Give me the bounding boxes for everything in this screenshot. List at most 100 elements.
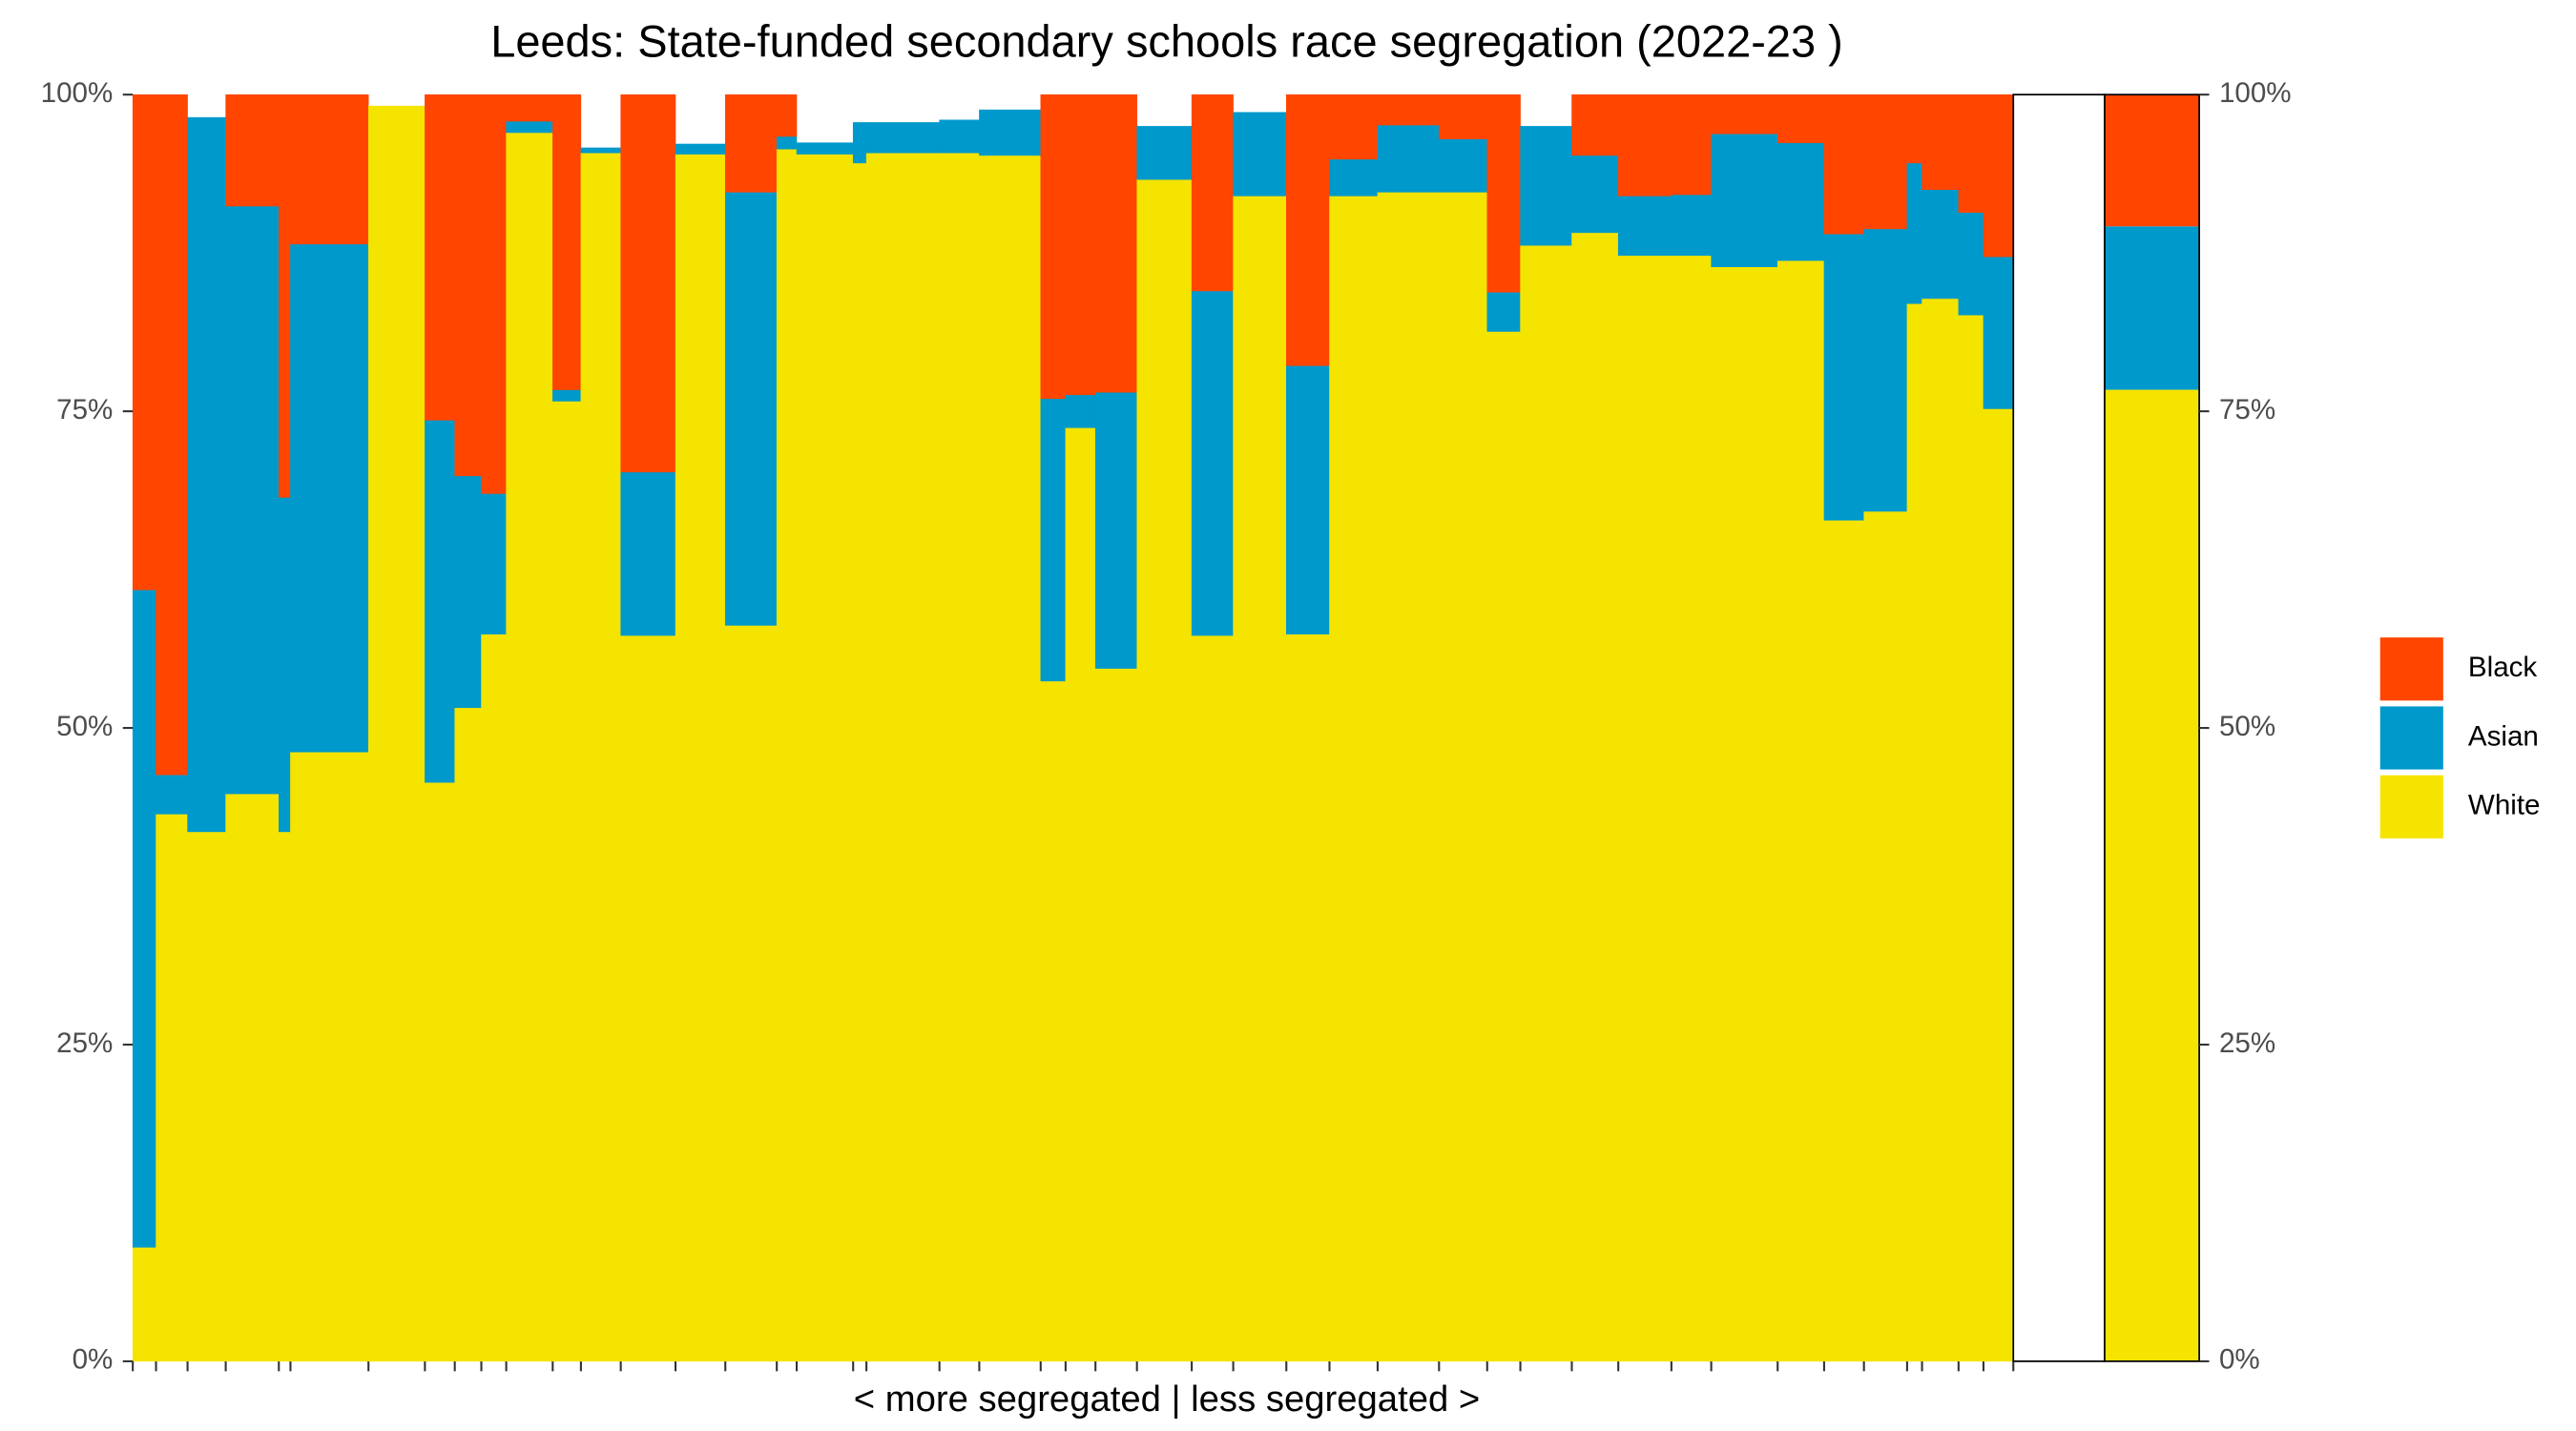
bar-segment bbox=[1958, 314, 1984, 1362]
bar-segment bbox=[1377, 93, 1440, 126]
legend-label: Black bbox=[2468, 652, 2537, 683]
bar-segment bbox=[1711, 93, 1778, 135]
bar-segment bbox=[225, 793, 280, 1362]
bar-segment bbox=[580, 153, 621, 1362]
bar-segment bbox=[506, 120, 553, 134]
bar-segment bbox=[1377, 192, 1440, 1362]
bar-segment bbox=[1040, 398, 1067, 682]
bar-segment bbox=[1671, 194, 1712, 257]
bar-segment bbox=[580, 147, 621, 154]
bar-segment bbox=[156, 774, 188, 815]
bar-segment bbox=[1377, 124, 1440, 193]
bar-segment bbox=[454, 707, 482, 1362]
y-tick-label: 0% bbox=[73, 1344, 114, 1376]
bar-segment bbox=[1823, 93, 1864, 235]
bar-segment bbox=[156, 93, 188, 776]
bar-segment bbox=[552, 389, 582, 402]
bar-segment bbox=[290, 752, 369, 1362]
legend-label: Asian bbox=[2468, 720, 2539, 752]
bar-segment bbox=[776, 149, 798, 1362]
gap-panel bbox=[2012, 93, 2106, 1362]
bar-segment bbox=[1906, 162, 1922, 304]
bar-segment bbox=[367, 105, 426, 1362]
bar-segment bbox=[1617, 255, 1672, 1362]
bar-segment bbox=[1040, 93, 1067, 400]
bar-segment bbox=[1983, 93, 2014, 258]
y2-tick-label: 50% bbox=[2219, 711, 2275, 742]
bar-segment bbox=[1958, 93, 1984, 213]
bar-segment bbox=[1671, 255, 1712, 1362]
bar-segment bbox=[1922, 189, 1960, 300]
bar-segment bbox=[506, 93, 553, 122]
bar-segment bbox=[724, 93, 778, 193]
bar-segment bbox=[187, 116, 226, 833]
bar-segment bbox=[290, 243, 369, 753]
bar-segment bbox=[724, 625, 778, 1362]
bar-segment bbox=[187, 831, 226, 1362]
bar-segment bbox=[1191, 290, 1234, 636]
bar-segment bbox=[796, 154, 854, 1362]
chart-title: Leeds: State-funded secondary schools ra… bbox=[490, 15, 1843, 66]
bar-segment bbox=[425, 781, 455, 1362]
bar-segment bbox=[1285, 365, 1330, 635]
bar-segment bbox=[1040, 680, 1067, 1362]
bar-segment bbox=[481, 633, 507, 1362]
bar-segment bbox=[1863, 510, 1908, 1362]
overall-segment bbox=[2104, 94, 2200, 227]
bar-segment bbox=[852, 162, 867, 1362]
y-tick-label: 100% bbox=[41, 77, 114, 109]
bar-segment bbox=[1823, 233, 1864, 521]
bar-segment bbox=[1571, 232, 1619, 1362]
overall-segment bbox=[2104, 389, 2200, 1361]
bar-segment bbox=[132, 1247, 156, 1362]
bar-segment bbox=[675, 143, 726, 155]
bar-segment bbox=[1439, 192, 1488, 1362]
bar-segment bbox=[552, 401, 582, 1362]
bar-segment bbox=[1520, 126, 1572, 246]
bar-segment bbox=[865, 122, 940, 154]
y-tick-label: 75% bbox=[56, 394, 113, 425]
bar-segment bbox=[796, 142, 854, 155]
bar-segment bbox=[1906, 303, 1922, 1362]
bar-segment bbox=[1823, 520, 1864, 1362]
bar-segment bbox=[225, 93, 280, 207]
bar-segment bbox=[1065, 394, 1096, 428]
bar-segment bbox=[1439, 93, 1488, 139]
bar-segment bbox=[620, 634, 676, 1362]
bar-segment bbox=[1065, 93, 1096, 396]
bar-segment bbox=[1285, 633, 1330, 1362]
bar-segment bbox=[865, 153, 940, 1362]
bar-segment bbox=[1958, 212, 1984, 316]
bar-segment bbox=[1776, 259, 1825, 1362]
bar-segment bbox=[1065, 427, 1096, 1362]
bar-segment bbox=[979, 155, 1042, 1362]
bar-segment bbox=[1922, 298, 1960, 1362]
bar-segment bbox=[1863, 228, 1908, 512]
bar-segment bbox=[1233, 196, 1287, 1362]
bar-segment bbox=[481, 493, 507, 635]
bar-segment bbox=[1922, 93, 1960, 191]
bar-segment bbox=[1329, 196, 1379, 1362]
bar-segment bbox=[506, 132, 553, 1362]
bar-segment bbox=[552, 93, 582, 390]
bar-segment bbox=[1571, 93, 1619, 156]
bar-segment bbox=[776, 93, 798, 137]
bar-segment bbox=[279, 93, 291, 498]
bar-segment bbox=[1520, 244, 1572, 1362]
bar-segment bbox=[1191, 93, 1234, 292]
bar-segment bbox=[1233, 112, 1287, 197]
y2-tick-label: 0% bbox=[2219, 1344, 2260, 1376]
bar-segment bbox=[454, 93, 482, 477]
bar-segment bbox=[776, 135, 798, 150]
bar-segment bbox=[1711, 266, 1778, 1362]
y-tick-label: 25% bbox=[56, 1027, 113, 1059]
bar-segment bbox=[1094, 391, 1137, 669]
bar-segment bbox=[1486, 331, 1521, 1362]
bar-segment bbox=[979, 109, 1042, 156]
bar-segment bbox=[425, 93, 455, 421]
bar-segment bbox=[1711, 134, 1778, 268]
bar-segment bbox=[1439, 138, 1488, 193]
bar-segment bbox=[225, 205, 280, 795]
